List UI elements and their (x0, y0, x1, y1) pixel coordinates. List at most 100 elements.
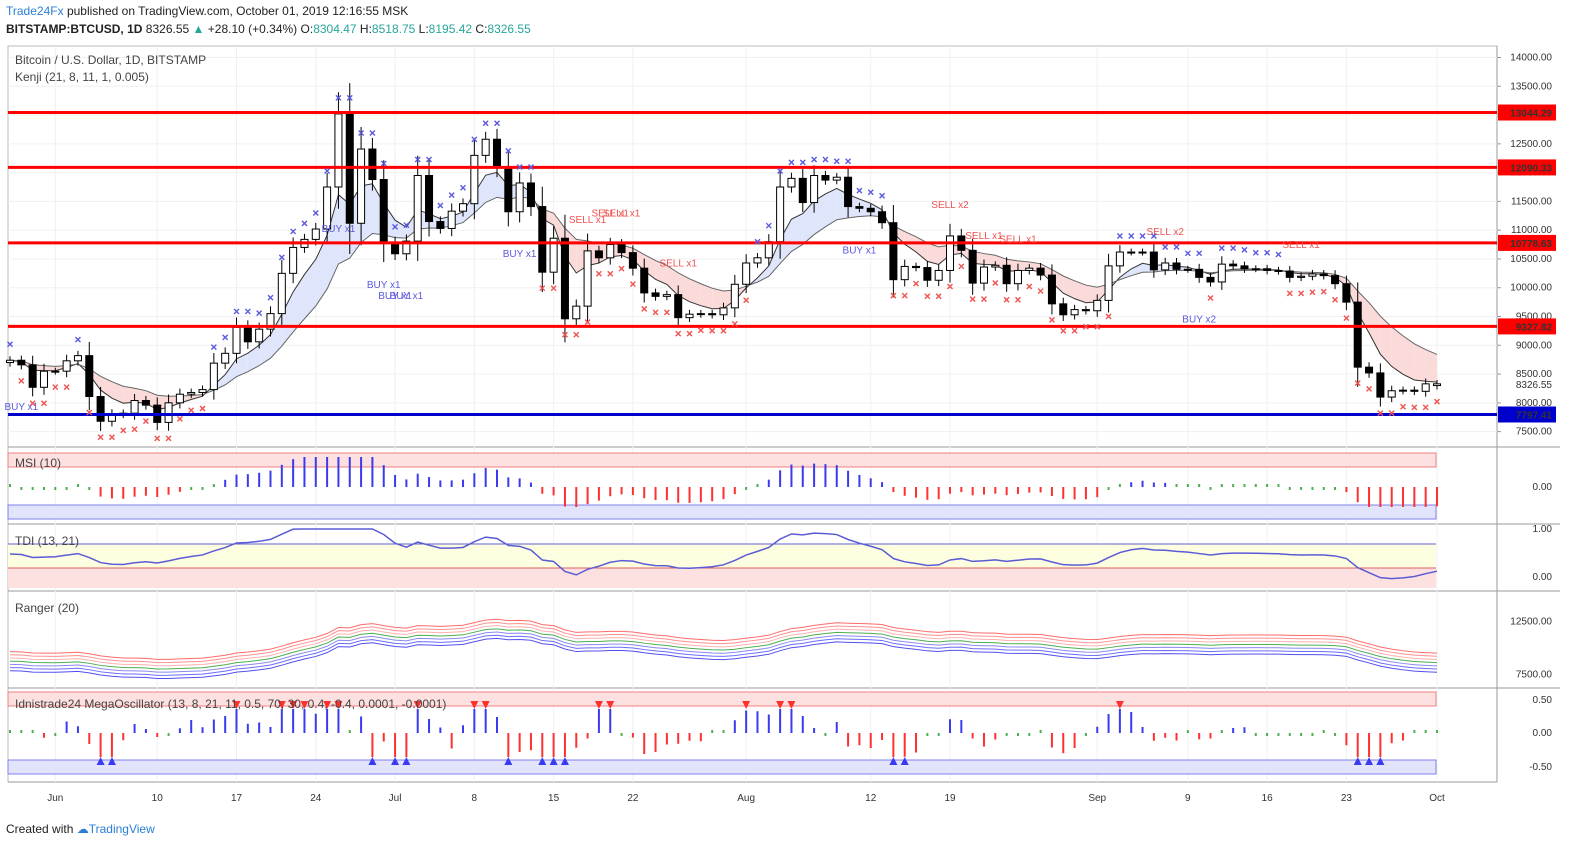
candle[interactable] (900, 259, 909, 287)
candle[interactable] (674, 285, 683, 327)
candle[interactable] (1274, 266, 1283, 275)
candle[interactable] (855, 202, 864, 213)
candle[interactable] (436, 216, 445, 234)
candle[interactable] (662, 290, 671, 301)
candle[interactable] (1376, 363, 1385, 407)
candle[interactable] (979, 259, 988, 291)
candle[interactable] (1093, 294, 1102, 317)
candle[interactable] (1127, 248, 1136, 256)
candle[interactable] (696, 310, 705, 318)
candle[interactable] (923, 260, 932, 287)
candle[interactable] (1251, 265, 1260, 273)
author-link[interactable]: Trade24Fx (6, 4, 64, 18)
candle[interactable] (628, 245, 637, 276)
candle[interactable] (334, 92, 343, 209)
candle[interactable] (96, 386, 105, 431)
candle[interactable] (447, 203, 456, 237)
candle[interactable] (560, 214, 569, 343)
candle[interactable] (164, 394, 173, 431)
candle[interactable] (1002, 257, 1011, 292)
candle[interactable] (175, 388, 184, 409)
candle[interactable] (1172, 257, 1181, 275)
candle[interactable] (742, 254, 751, 294)
candle[interactable] (640, 258, 649, 303)
candle[interactable] (945, 223, 955, 283)
candle[interactable] (470, 139, 479, 220)
candle[interactable] (1410, 386, 1419, 396)
tradingview-logo-icon[interactable]: ☁ (76, 822, 89, 836)
candle[interactable] (198, 385, 207, 397)
candle[interactable] (402, 234, 411, 261)
candle[interactable] (73, 350, 82, 366)
candle[interactable] (1342, 275, 1351, 311)
candle[interactable] (221, 347, 230, 370)
candle[interactable] (379, 160, 388, 263)
candle[interactable] (1195, 263, 1204, 283)
candle[interactable] (651, 288, 660, 301)
candle[interactable] (1353, 282, 1362, 387)
candle[interactable] (1421, 378, 1430, 397)
candle[interactable] (878, 205, 887, 229)
candle[interactable] (866, 203, 875, 217)
candle[interactable] (538, 186, 547, 293)
candle[interactable] (1308, 269, 1317, 281)
candle[interactable] (1387, 385, 1396, 403)
candle[interactable] (357, 127, 366, 246)
candle[interactable] (289, 237, 298, 284)
candle[interactable] (798, 168, 807, 213)
candle[interactable] (1013, 263, 1022, 291)
candle[interactable] (1025, 264, 1034, 275)
candle[interactable] (62, 354, 71, 378)
candle[interactable] (1217, 256, 1226, 290)
candle[interactable] (413, 155, 422, 261)
candle[interactable] (277, 259, 286, 328)
candle[interactable] (968, 238, 977, 295)
candle[interactable] (187, 388, 196, 399)
candle[interactable] (515, 172, 524, 223)
candle[interactable] (459, 198, 468, 217)
candle[interactable] (844, 166, 853, 218)
candle[interactable] (5, 356, 15, 367)
footer-brand[interactable]: TradingView (88, 822, 155, 836)
candle[interactable] (266, 306, 275, 337)
candle[interactable] (1115, 245, 1124, 273)
candle[interactable] (787, 172, 796, 193)
candle[interactable] (912, 262, 921, 272)
candle[interactable] (572, 299, 581, 326)
candle[interactable] (492, 128, 502, 178)
candle[interactable] (1104, 253, 1113, 313)
candle[interactable] (28, 355, 37, 397)
candle[interactable] (39, 363, 48, 395)
candle[interactable] (594, 245, 603, 263)
candle[interactable] (1183, 265, 1192, 273)
candle[interactable] (1365, 362, 1374, 378)
candle[interactable] (1285, 266, 1294, 283)
candle[interactable] (504, 152, 513, 227)
candle[interactable] (1206, 272, 1215, 287)
candle[interactable] (821, 170, 830, 185)
candle[interactable] (1161, 257, 1170, 276)
candle[interactable] (1432, 379, 1442, 390)
candle[interactable] (1319, 270, 1328, 280)
candle[interactable] (1138, 248, 1147, 256)
candle[interactable] (85, 341, 94, 411)
candle[interactable] (209, 353, 218, 400)
candle[interactable] (1047, 264, 1056, 315)
candle[interactable] (323, 173, 332, 243)
candle[interactable] (141, 395, 150, 410)
candle[interactable] (1399, 386, 1408, 395)
candle[interactable] (730, 274, 739, 318)
candle[interactable] (243, 320, 252, 349)
candle[interactable] (1149, 244, 1158, 278)
candle[interactable] (832, 173, 841, 185)
candle[interactable] (583, 233, 592, 324)
candle[interactable] (1081, 305, 1090, 315)
candle[interactable] (1229, 260, 1238, 270)
candle[interactable] (232, 317, 241, 364)
candle[interactable] (810, 165, 819, 213)
candle[interactable] (17, 355, 26, 370)
candle[interactable] (1263, 264, 1272, 275)
candle[interactable] (889, 204, 898, 298)
candle[interactable] (991, 261, 1000, 271)
